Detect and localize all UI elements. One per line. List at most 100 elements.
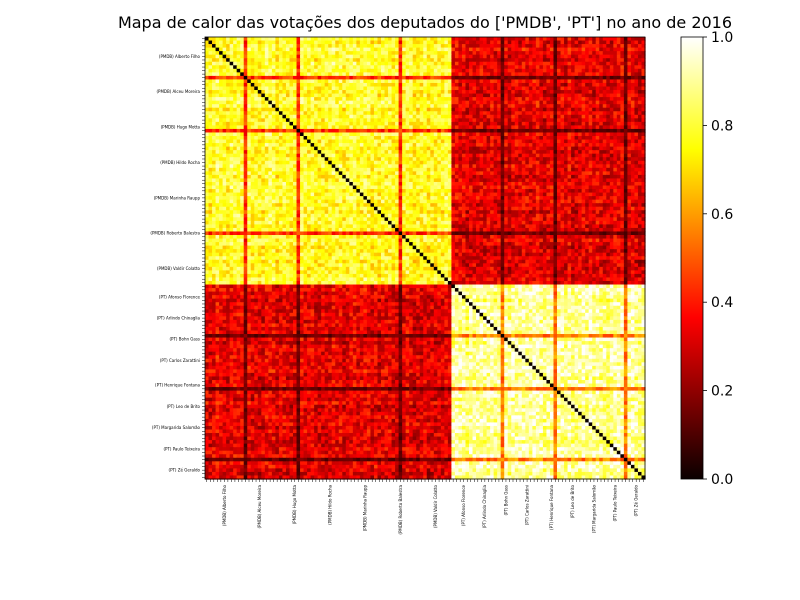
heatmap-cell [581, 51, 586, 56]
heatmap-cell [317, 146, 322, 151]
heatmap-cell [366, 139, 372, 144]
heatmap-cell [564, 153, 569, 158]
heatmap-cell [613, 58, 618, 63]
heatmap-cell [257, 100, 262, 105]
heatmap-cell [226, 90, 231, 95]
heatmap-cell [497, 121, 502, 126]
heatmap-cell [233, 40, 238, 45]
heatmap-cell [310, 111, 315, 116]
heatmap-cell [630, 118, 636, 123]
heatmap-cell [623, 100, 628, 105]
heatmap-cell [557, 121, 562, 126]
heatmap-cell [208, 150, 213, 155]
heatmap-cell [557, 107, 562, 112]
heatmap-cell [507, 139, 512, 144]
heatmap-cell [447, 157, 452, 162]
heatmap-cell [518, 160, 523, 165]
heatmap-cell [215, 58, 220, 63]
heatmap-cell [483, 164, 488, 169]
heatmap-cell [317, 160, 322, 165]
heatmap-cell [243, 146, 248, 151]
heatmap-cell [409, 125, 414, 130]
heatmap-cell [254, 107, 259, 112]
heatmap-cell [549, 143, 555, 148]
heatmap-cell [285, 65, 291, 70]
heatmap-cell [567, 128, 572, 134]
heatmap-cell [250, 128, 255, 134]
heatmap-cell [585, 136, 590, 141]
heatmap-cell [321, 114, 326, 119]
heatmap-cell [630, 153, 636, 158]
heatmap-cell [359, 93, 364, 98]
heatmap-cell [454, 160, 460, 165]
heatmap-cell [609, 153, 614, 158]
heatmap-cell [571, 68, 576, 73]
heatmap-cell [345, 136, 350, 141]
heatmap-cell [285, 104, 291, 109]
heatmap-cell [293, 82, 298, 88]
heatmap-cell [208, 114, 213, 119]
heatmap-cell [314, 114, 319, 119]
heatmap-cell [514, 47, 519, 52]
heatmap-cell [381, 54, 386, 59]
heatmap-cell [592, 79, 597, 84]
heatmap-cell [366, 37, 372, 42]
heatmap-cell [331, 111, 336, 116]
heatmap-cell [602, 167, 607, 172]
heatmap-cell [384, 72, 389, 77]
heatmap-cell [275, 153, 280, 158]
heatmap-cell [271, 51, 276, 56]
heatmap-cell [219, 58, 224, 63]
heatmap-cell [416, 107, 421, 112]
heatmap-cell [528, 90, 533, 95]
heatmap-cell [542, 44, 548, 49]
heatmap-cell [606, 139, 611, 144]
heatmap-cell [229, 90, 234, 95]
heatmap-cell [585, 44, 590, 49]
heatmap-cell [205, 143, 210, 148]
heatmap-cell [373, 61, 379, 66]
heatmap-cell [366, 107, 372, 112]
heatmap-cell [592, 136, 597, 141]
heatmap-cell [285, 82, 291, 88]
heatmap-cell [236, 143, 241, 148]
heatmap-cell [454, 44, 460, 49]
heatmap-cell [243, 47, 248, 52]
heatmap-cell [525, 164, 530, 169]
heatmap-cell [293, 75, 298, 81]
heatmap-cell [419, 51, 424, 56]
heatmap-cell [500, 51, 505, 56]
heatmap-cell [472, 97, 477, 102]
heatmap-cell [426, 97, 431, 102]
heatmap-cell [497, 68, 502, 73]
heatmap-cell [437, 136, 442, 141]
heatmap-cell [384, 51, 389, 56]
heatmap-cell [219, 118, 224, 123]
heatmap-cell [571, 121, 576, 126]
heatmap-cell [363, 136, 368, 141]
heatmap-cell [215, 97, 220, 102]
heatmap-cell [381, 136, 386, 141]
heatmap-cell [437, 174, 442, 180]
heatmap-cell [634, 58, 639, 63]
heatmap-cell [419, 72, 424, 77]
heatmap-cell [479, 125, 484, 130]
heatmap-cell [310, 171, 315, 176]
heatmap-cell [226, 37, 231, 42]
heatmap-cell [352, 153, 357, 158]
heatmap-cell [278, 68, 284, 73]
heatmap-cell [574, 44, 579, 49]
heatmap-cell [208, 58, 213, 63]
heatmap-cell [342, 150, 347, 155]
heatmap-cell [264, 136, 269, 141]
heatmap-cell [433, 72, 438, 77]
heatmap-cell [620, 44, 625, 49]
heatmap-cell [592, 86, 597, 91]
heatmap-cell [285, 143, 291, 148]
heatmap-cell [528, 118, 533, 123]
heatmap-cell [595, 93, 600, 98]
heatmap-cell [282, 104, 287, 109]
heatmap-cell [289, 128, 294, 134]
heatmap-cell [567, 82, 572, 88]
heatmap-cell [271, 157, 276, 162]
